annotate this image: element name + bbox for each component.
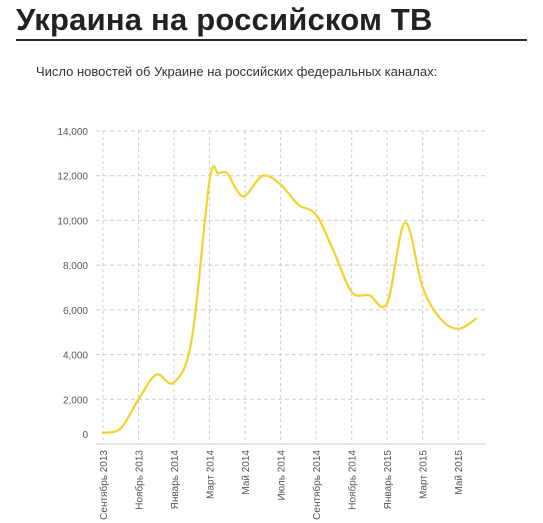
y-tick-label: 6,000 [63,306,88,317]
x-tick-label: Март 2015 [419,450,430,499]
series-group [101,165,478,434]
x-tick-label: Январь 2014 [170,450,181,510]
series-line [101,165,478,434]
page-title: Украина на российском ТВ [16,2,433,37]
grid [96,130,486,445]
y-tick-label: 4,000 [63,351,88,362]
x-tick-label: Март 2014 [206,450,217,499]
y-tick-label: 0 [82,430,88,441]
y-axis-ticks: 0 2,000 4,000 6,000 8,000 10,000 12,000 14,000 [57,127,88,441]
x-tick-label: Ноябрь 2013 [134,450,146,510]
x-tick-label: Ноябрь 2014 [347,450,359,510]
y-tick-label: 12,000 [57,172,88,183]
x-tick-label: Июль 2014 [277,450,288,501]
y-tick-label: 8,000 [63,261,88,272]
x-axis-ticks: Сентябрь 2013 Ноябрь 2013 Январь 2014 Март … [98,450,465,520]
y-tick-label: 10,000 [57,216,88,227]
x-tick-label: Май 2015 [454,450,465,495]
x-tick-label: Сентябрь 2013 [98,450,110,520]
title-underline [16,39,527,41]
chart-subtitle: Число новостей об Украине на российских … [36,64,438,79]
y-tick-label: 14,000 [57,127,88,138]
y-tick-label: 2,000 [63,395,88,406]
x-tick-label: Май 2014 [241,450,252,495]
x-tick-label: Январь 2015 [383,450,394,510]
x-tick-label: Сентябрь 2014 [311,450,323,520]
